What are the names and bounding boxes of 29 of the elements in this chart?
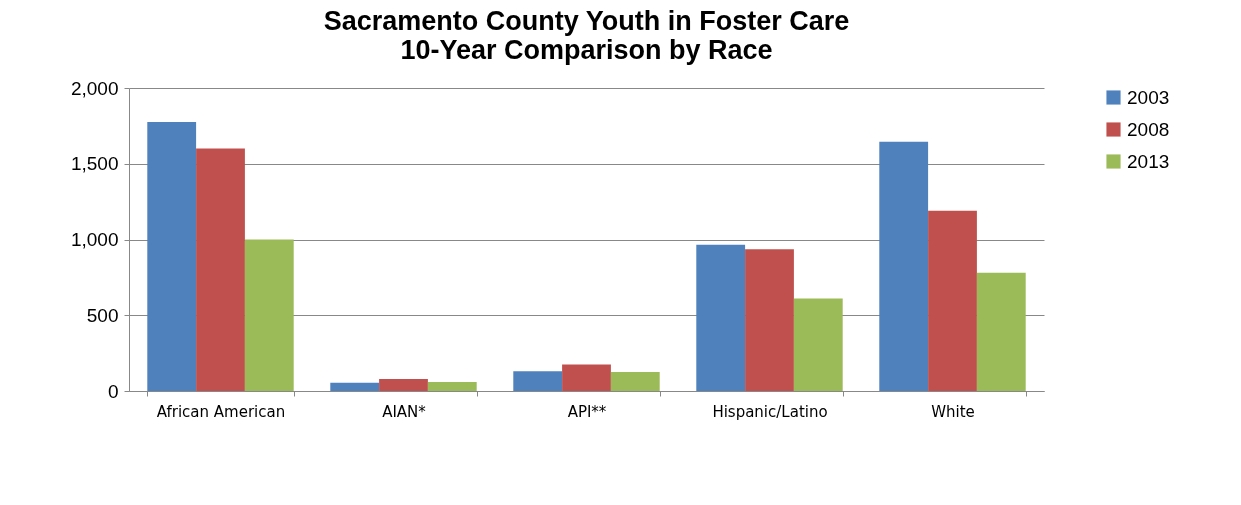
x-tick-label: AIAN* — [382, 402, 427, 421]
legend-label: 2008 — [1127, 118, 1170, 140]
y-tick-label: 0 — [107, 380, 119, 402]
bar — [244, 239, 294, 391]
bar — [610, 372, 660, 391]
bar — [793, 298, 843, 391]
chart-title: Sacramento County Youth in Foster Care 10-Year Comparison by Race — [323, 6, 850, 65]
x-tick-label: White — [931, 402, 975, 421]
bar — [745, 249, 794, 391]
legend-label: 2003 — [1127, 86, 1170, 108]
bar — [196, 148, 245, 391]
bar — [696, 244, 746, 391]
x-tick-label: Hispanic/Latino — [712, 402, 828, 421]
y-tick-label: 500 — [86, 304, 119, 326]
bar — [427, 381, 477, 391]
y-tick-label: 1,500 — [70, 153, 119, 175]
legend-label: 2013 — [1127, 150, 1170, 172]
bar — [379, 378, 428, 391]
x-tick-label: African American — [156, 402, 286, 421]
bar — [513, 371, 563, 391]
bar — [976, 272, 1026, 391]
y-tick-label: 1,000 — [70, 229, 119, 250]
y-tick-label: 2,000 — [70, 77, 119, 99]
bar — [928, 210, 977, 391]
bar — [147, 122, 197, 391]
bar — [879, 141, 929, 391]
x-tick-label: API** — [567, 402, 607, 421]
bar — [330, 382, 380, 391]
bar — [562, 364, 611, 391]
